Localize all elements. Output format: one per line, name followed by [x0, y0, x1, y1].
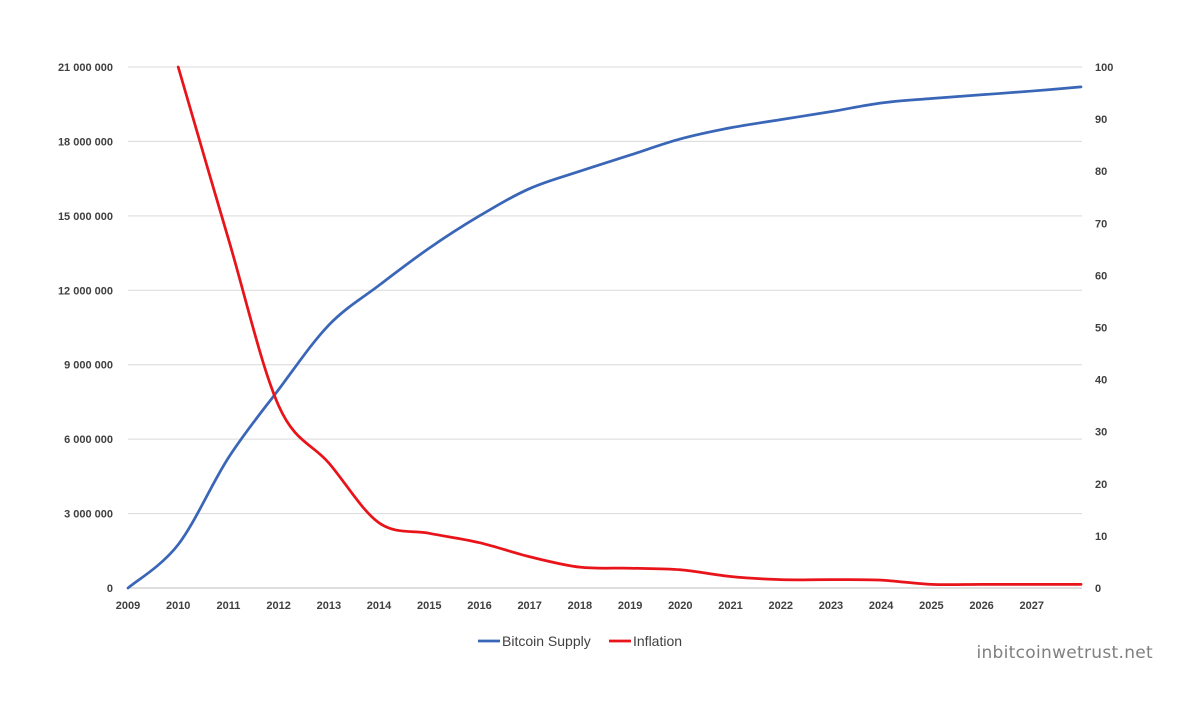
legend-label-bitcoin-supply: Bitcoin Supply [502, 633, 591, 649]
y-left-tick-label: 9 000 000 [64, 360, 113, 372]
x-tick-label: 2026 [969, 600, 993, 612]
y-right-tick-label: 40 [1095, 375, 1107, 387]
x-tick-label: 2009 [116, 600, 140, 612]
y-left-tick-label: 12 000 000 [58, 285, 113, 297]
y-right-tick-label: 30 [1095, 427, 1107, 439]
y-right-tick-label: 20 [1095, 479, 1107, 491]
x-tick-label: 2017 [517, 600, 541, 612]
gridlines [128, 66, 1082, 589]
legend: Bitcoin Supply Inflation [478, 633, 682, 649]
x-tick-label: 2024 [869, 600, 894, 612]
x-tick-label: 2016 [467, 600, 491, 612]
x-tick-label: 2021 [718, 600, 742, 612]
series-line-bitcoin-supply [126, 85, 1083, 590]
axes: 0 3 000 000 6 000 000 9 000 000 12 000 000 15… [58, 62, 1113, 612]
x-tick-label: 2022 [768, 600, 792, 612]
x-tick-label: 2012 [266, 600, 290, 612]
watermark: inbitcoinwetrust.net [976, 643, 1153, 663]
y-right-tick-label: 70 [1095, 218, 1107, 230]
x-tick-label: 2013 [317, 600, 341, 612]
y-left-tick-label: 0 [107, 583, 113, 595]
x-tick-label: 2027 [1020, 600, 1044, 612]
y-right-tick-label: 80 [1095, 166, 1107, 178]
x-tick-label: 2015 [417, 600, 441, 612]
x-tick-label: 2010 [166, 600, 190, 612]
y-right-tick-label: 0 [1095, 583, 1101, 595]
y-right-tick-label: 60 [1095, 270, 1107, 282]
y-left-tick-label: 21 000 000 [58, 62, 113, 74]
x-tick-label: 2014 [367, 600, 392, 612]
x-tick-label: 2018 [568, 600, 592, 612]
x-tick-label: 2023 [819, 600, 843, 612]
y-right-tick-label: 50 [1095, 323, 1107, 335]
legend-label-inflation: Inflation [633, 633, 682, 649]
y-left-tick-label: 3 000 000 [64, 509, 113, 521]
x-tick-label: 2011 [216, 600, 240, 612]
x-tick-label: 2020 [668, 600, 692, 612]
x-tick-label: 2025 [919, 600, 943, 612]
y-left-tick-label: 18 000 000 [58, 136, 113, 148]
y-right-tick-label: 10 [1095, 531, 1107, 543]
x-tick-label: 2019 [618, 600, 642, 612]
y-left-tick-label: 6 000 000 [64, 434, 113, 446]
series-lines [126, 65, 1083, 590]
y-right-tick-label: 100 [1095, 62, 1113, 74]
y-right-tick-label: 90 [1095, 114, 1107, 126]
y-left-tick-label: 15 000 000 [58, 211, 113, 223]
series-line-inflation [176, 65, 1083, 587]
